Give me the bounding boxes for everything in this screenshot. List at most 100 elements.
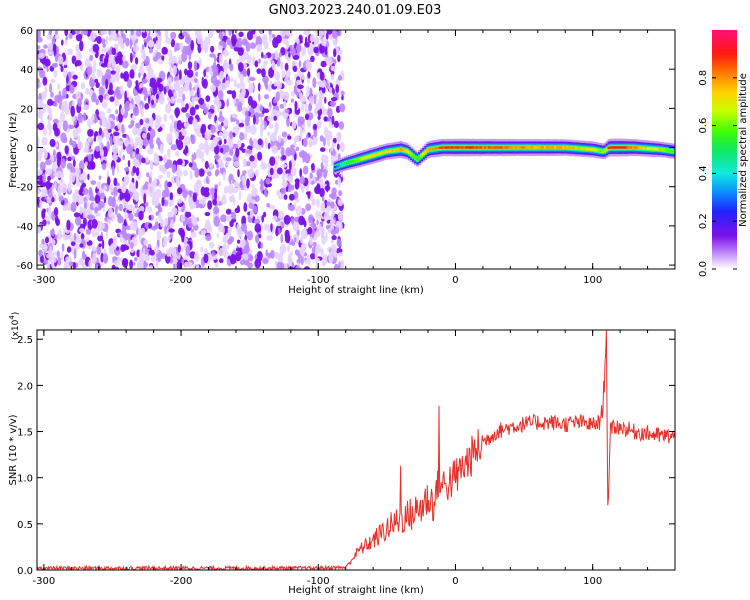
noise-speckle (248, 82, 254, 92)
noise-speckle (141, 52, 147, 60)
noise-speckle (170, 31, 177, 40)
noise-speckle (195, 264, 200, 269)
noise-speckle (176, 175, 180, 184)
noise-speckle (261, 34, 268, 45)
noise-speckle (50, 78, 56, 84)
noise-speckle (156, 137, 161, 146)
noise-speckle (306, 133, 309, 140)
noise-speckle (288, 204, 295, 212)
noise-speckle (149, 264, 153, 269)
noise-speckle (141, 78, 148, 84)
noise-speckle (249, 124, 257, 135)
noise-speckle (161, 46, 168, 55)
noise-speckle (292, 221, 300, 232)
noise-speckle (116, 213, 122, 219)
noise-speckle (113, 177, 118, 186)
noise-speckle (239, 73, 244, 84)
noise-speckle (75, 30, 81, 35)
noise-speckle (322, 137, 326, 147)
noise-speckle (133, 106, 140, 117)
noise-speckle (238, 69, 241, 79)
noise-speckle (182, 75, 187, 83)
noise-speckle (124, 90, 127, 102)
noise-speckle (57, 229, 63, 240)
noise-speckle (274, 50, 279, 61)
noise-speckle (53, 62, 58, 68)
noise-speckle (169, 114, 174, 120)
noise-speckle (185, 46, 192, 56)
noise-speckle (309, 253, 316, 260)
ridge-core (560, 146, 563, 149)
noise-speckle (336, 238, 342, 248)
snr-multiplier-base: (x10 (11, 319, 21, 340)
noise-speckle (103, 185, 108, 192)
noise-speckle (253, 218, 261, 225)
noise-speckle (139, 205, 145, 213)
noise-speckle (260, 178, 263, 187)
ridge-core (566, 146, 570, 149)
ridge-core (603, 149, 607, 153)
noise-speckle (218, 31, 224, 40)
noise-speckle (238, 81, 246, 90)
ridge-core (432, 147, 436, 150)
noise-speckle (233, 78, 237, 88)
noise-speckle (227, 184, 234, 195)
noise-speckle (96, 220, 103, 226)
ridge-core (434, 147, 438, 150)
noise-speckle (47, 206, 52, 216)
noise-speckle (127, 204, 134, 212)
noise-speckle (317, 98, 323, 103)
ridge-core (385, 150, 388, 153)
noise-speckle (238, 93, 242, 99)
noise-speckle (92, 202, 99, 209)
ridge-core (449, 146, 452, 149)
noise-speckle (94, 112, 97, 124)
noise-speckle (338, 121, 344, 130)
noise-speckle (88, 259, 92, 269)
noise-speckle (229, 130, 233, 140)
noise-speckle (338, 261, 341, 269)
noise-speckle (340, 259, 345, 269)
noise-speckle (198, 57, 202, 66)
ridge-core (545, 146, 549, 149)
ridge-core (523, 146, 526, 149)
noise-speckle (42, 219, 47, 227)
noise-speckle (139, 249, 143, 261)
noise-speckle (250, 100, 258, 109)
noise-speckle (224, 80, 230, 88)
noise-speckle (67, 48, 73, 56)
noise-speckle (130, 242, 134, 249)
noise-speckle (123, 71, 130, 82)
noise-speckle (47, 189, 53, 198)
noise-speckle (38, 52, 45, 59)
noise-speckle (96, 181, 102, 190)
noise-speckle (283, 100, 287, 107)
noise-speckle (290, 47, 297, 57)
noise-speckle (312, 222, 317, 229)
ridge-core (418, 156, 421, 159)
noise-speckle (52, 162, 58, 173)
noise-speckle (163, 199, 169, 207)
noise-speckle (54, 215, 59, 225)
colorbar-tick-label: 0.6 (698, 118, 709, 134)
ridge-core (533, 146, 537, 149)
noise-speckle (130, 119, 135, 127)
noise-speckle (76, 233, 80, 242)
noise-speckle (255, 234, 259, 244)
ridge-core (370, 154, 374, 157)
noise-speckle (283, 194, 288, 200)
noise-speckle (213, 216, 220, 227)
noise-speckle (218, 258, 224, 264)
noise-speckle (338, 252, 343, 257)
noise-speckle (281, 131, 288, 138)
noise-speckle (214, 184, 219, 189)
noise-speckle (136, 249, 141, 258)
ridge-core (576, 147, 580, 150)
noise-speckle (330, 97, 338, 102)
noise-speckle (127, 160, 131, 168)
ridge-core (381, 151, 384, 154)
noise-speckle (176, 170, 183, 178)
ridge-core (506, 146, 510, 149)
x-tick-label: -100 (307, 275, 330, 286)
noise-speckle (87, 153, 92, 162)
